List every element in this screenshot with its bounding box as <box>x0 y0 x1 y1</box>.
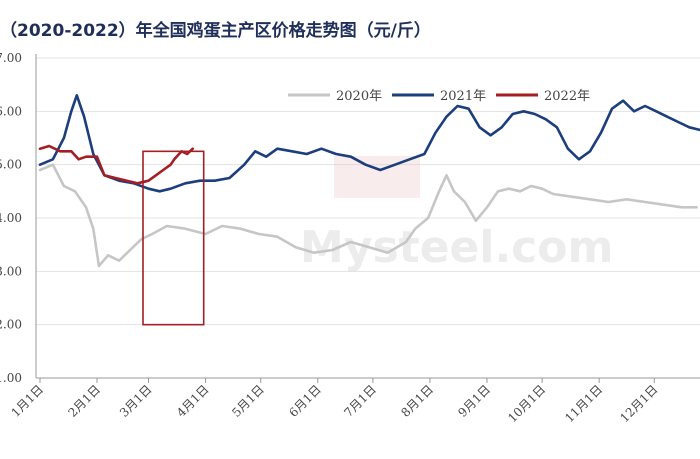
x-tick-label: 9月1日 <box>455 382 493 420</box>
axes <box>35 54 700 379</box>
chart-title: （2020-2022）年全国鸡蛋主产区价格走势图（元/斤） <box>0 21 431 41</box>
watermark-logo <box>334 156 420 198</box>
x-tick-label: 12月1日 <box>617 382 660 425</box>
highlight-box <box>142 150 205 326</box>
y-tick-label: 5.00 <box>0 158 22 172</box>
x-tick-label: 10月1日 <box>505 382 548 425</box>
x-tick-label: 11月1日 <box>562 382 605 425</box>
y-axis-ticks: 7.00 6.00 5.00 4.00 3.00 2.00 1.00 <box>0 51 22 385</box>
x-tick-label: 4月1日 <box>174 382 212 420</box>
x-axis-ticks: 1月1日 2月1日 3月1日 4月1日 5月1日 6月1日 7月1日 8月1日 9月1日 10月1… <box>8 378 660 425</box>
legend-label: 2020年 <box>336 89 382 104</box>
series-line <box>38 144 194 185</box>
series-line <box>38 163 698 268</box>
x-tick-label: 8月1日 <box>398 382 436 420</box>
series-lines <box>38 94 700 268</box>
y-tick-label: 4.00 <box>0 211 22 225</box>
x-tick-label: 7月1日 <box>341 382 379 420</box>
watermark-text: Mysteel.com <box>300 222 613 273</box>
x-tick-label: 1月1日 <box>8 382 46 420</box>
x-tick-label: 2月1日 <box>65 382 103 420</box>
y-tick-label: 7.00 <box>0 51 22 65</box>
legend-label: 2022年 <box>544 89 590 104</box>
x-tick-label: 5月1日 <box>229 382 267 420</box>
y-tick-label: 1.00 <box>0 371 22 385</box>
annotation-box <box>142 150 205 326</box>
x-tick-label: 3月1日 <box>117 382 155 420</box>
y-tick-label: 6.00 <box>0 104 22 118</box>
watermark: Mysteel.com <box>300 156 613 273</box>
y-tick-label: 2.00 <box>0 318 22 332</box>
legend[interactable]: 2020年 2021年 2022年 <box>288 89 590 104</box>
legend-label: 2021年 <box>440 89 486 104</box>
y-tick-label: 3.00 <box>0 264 22 278</box>
x-tick-label: 6月1日 <box>286 382 324 420</box>
